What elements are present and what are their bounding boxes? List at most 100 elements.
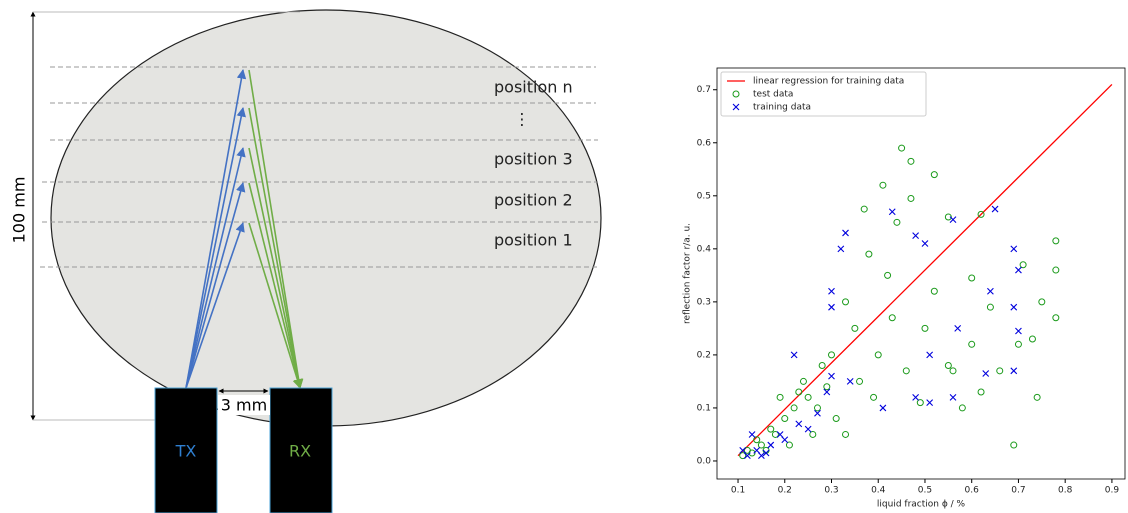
position-label: position 1 [494,231,573,250]
test-point [996,367,1004,375]
test-point [930,287,938,295]
test-point [739,452,747,460]
test-point [986,303,994,311]
y-tick-label: 0.3 [697,297,711,307]
x-tick-label: 0.4 [871,486,886,496]
test-point [968,274,976,282]
test-point [870,393,878,401]
test-point [813,404,821,412]
legend-label: linear regression for training data [753,77,904,87]
test-point [767,425,775,433]
test-point [916,399,924,407]
legend-label: training data [753,103,811,113]
test-point [921,324,929,332]
test-point [893,218,901,226]
test-point [977,388,985,396]
training-point [954,324,962,332]
rx-antenna [269,387,333,513]
test-point [842,298,850,306]
test-point [823,383,831,391]
training-point [926,351,934,359]
test-point [748,449,756,457]
position-label: position n [494,78,573,97]
test-point [856,377,864,385]
x-tick-label: 0.9 [1105,486,1120,496]
test-point [958,404,966,412]
training-point [776,431,784,438]
test-point [795,388,803,396]
training-point [828,372,835,380]
training-point [758,452,765,460]
y-tick-label: 0.2 [697,350,711,360]
training-point [790,351,798,359]
test-point [790,404,798,412]
test-point [977,210,985,218]
position-lines [40,66,598,268]
test-point [1014,340,1022,348]
test-point [842,430,850,438]
y-tick-label: 0.7 [697,85,711,95]
test-point [1052,314,1060,322]
test-point [771,430,779,438]
training-point [795,420,803,428]
test-point [884,271,892,279]
tx-rays [185,69,247,389]
y-tick-label: 0.4 [697,244,712,254]
test-point [888,314,896,322]
position-label: position 2 [494,191,573,210]
training-point [804,425,812,433]
gap-label-bg [218,395,270,415]
test-point [757,441,765,449]
test-point [949,367,957,375]
test-point [930,171,938,179]
tx-label: TX [175,442,197,461]
test-point [968,340,976,348]
test-point [776,393,784,401]
x-tick-label: 0.3 [824,486,838,496]
test-point [851,324,859,332]
tx-antenna [154,387,218,513]
test-point [1019,261,1027,269]
test-point [1052,266,1060,274]
training-point [823,388,831,396]
training-point [1010,303,1018,311]
training-point [842,229,849,237]
y-tick-label: 0.5 [697,191,711,201]
legend-swatch [732,103,740,111]
test-point [753,436,761,444]
test-point [799,377,807,385]
test-point [898,144,906,152]
diagram: 100 mm TX RX 3 mm position n ⋮ position … [10,9,602,513]
training-point [1010,245,1018,253]
training-point [748,431,756,438]
training-point [767,441,775,449]
regression-line [737,83,1113,457]
x-tick-label: 0.8 [1058,486,1073,496]
gap-label: 3 mm [221,396,267,415]
test-point [944,362,952,370]
legend-label: test data [753,90,793,100]
training-point [1010,367,1018,375]
x-tick-label: 0.5 [918,486,932,496]
y-tick-label: 0.1 [697,403,711,413]
training-point [828,287,835,295]
y-axis-label: reflection factor r/a. u. [683,223,693,324]
test-point [1033,393,1041,401]
test-point [785,441,793,449]
dimension-label: 100 mm [10,177,29,244]
training-point [879,404,887,412]
position-ellipsis: ⋮ [514,110,530,129]
test-point [832,415,840,423]
training-point [837,245,845,253]
x-tick-label: 0.1 [731,486,745,496]
rx-label: RX [289,442,311,461]
test-point [828,351,836,359]
training-point [912,232,920,239]
test-point [865,250,873,258]
test-point [1010,441,1018,449]
training-point [1015,327,1022,335]
training-point [888,208,896,216]
training-point [949,393,957,401]
